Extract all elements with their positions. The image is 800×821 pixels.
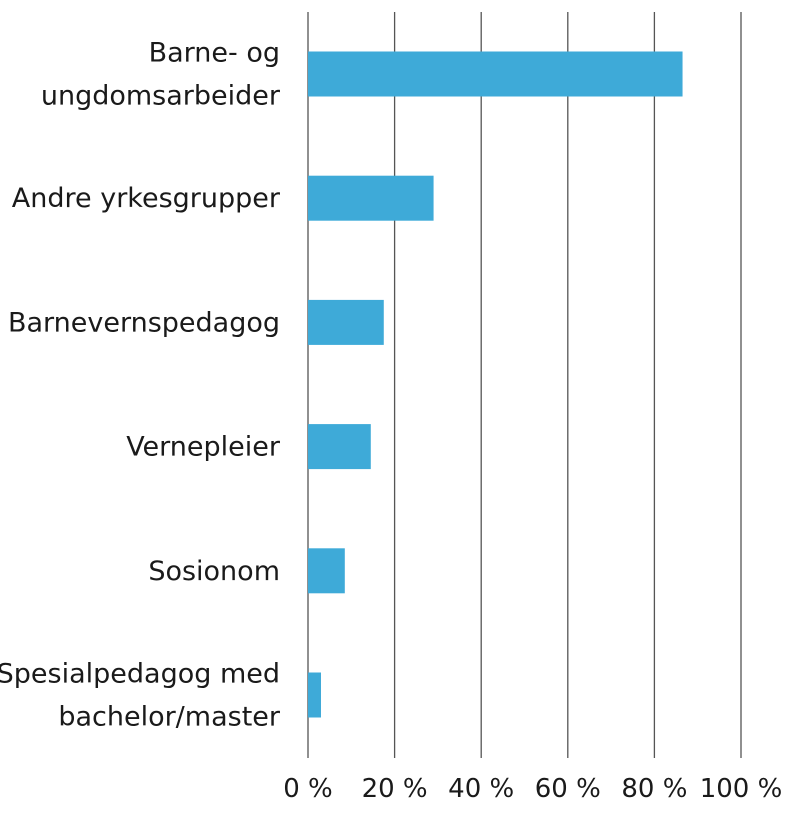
category-label: Sosionom — [148, 556, 280, 587]
category-label: Barnevernspedagog — [8, 307, 280, 338]
bar — [308, 51, 683, 97]
x-tick-label: 80 % — [621, 774, 687, 804]
bar — [308, 672, 321, 718]
bars — [308, 51, 683, 718]
x-tick-label: 20 % — [362, 774, 428, 804]
x-tick-label: 40 % — [448, 774, 514, 804]
category-labels: Barne- og ungdomsarbeider Andre yrkesgrupp… — [0, 38, 281, 733]
category-label: Spesialpedagog med — [0, 659, 280, 690]
x-tick-label: 0 % — [283, 774, 333, 804]
bar — [308, 299, 384, 345]
category-label: Barne- og — [149, 38, 280, 69]
x-tick-label: 60 % — [535, 774, 601, 804]
category-label: Andre yrkesgrupper — [12, 183, 281, 214]
category-label: ungdomsarbeider — [41, 81, 281, 112]
bar — [308, 424, 371, 470]
category-label: Vernepleier — [126, 432, 281, 463]
category-label: bachelor/master — [58, 702, 281, 733]
gridlines — [307, 12, 742, 758]
x-tick-labels: 0 % 20 % 40 % 60 % 80 % 100 % — [283, 774, 782, 804]
bar — [308, 175, 434, 221]
x-tick-label: 100 % — [700, 774, 783, 804]
bar — [308, 548, 345, 594]
